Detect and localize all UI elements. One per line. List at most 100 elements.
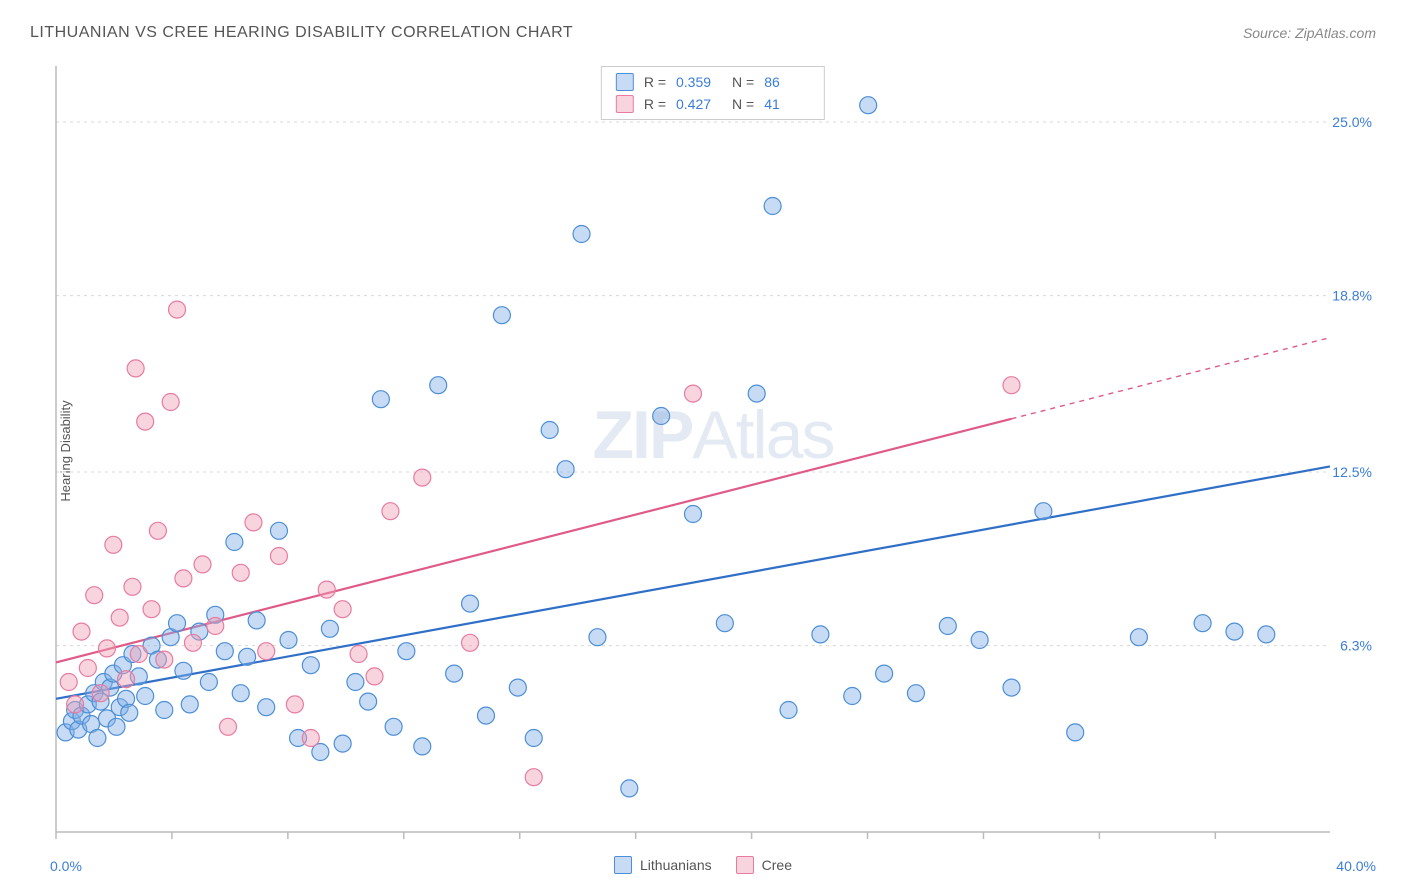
n-label: N = [732,74,754,90]
data-point [493,307,510,324]
data-point [232,564,249,581]
data-point [653,408,670,425]
data-point [79,660,96,677]
data-point [939,618,956,635]
data-point [366,668,383,685]
data-point [127,360,144,377]
data-point [232,685,249,702]
data-point [137,688,154,705]
data-point [302,730,319,747]
data-point [108,718,125,735]
data-point [780,702,797,719]
data-point [89,730,106,747]
data-point [143,601,160,618]
chart-source: Source: ZipAtlas.com [1243,25,1376,41]
data-point [541,422,558,439]
data-point [334,735,351,752]
data-point [156,651,173,668]
data-point [1194,615,1211,632]
r-label: R = [644,96,666,112]
data-point [509,679,526,696]
data-point [844,688,861,705]
data-point [477,707,494,724]
data-point [270,548,287,565]
data-point [685,506,702,523]
data-point [111,609,128,626]
series-swatch [616,73,634,91]
legend: Lithuanians Cree [614,856,792,874]
data-point [589,629,606,646]
data-point [621,780,638,797]
y-tick-label: 18.8% [1332,288,1372,304]
data-point [350,646,367,663]
data-point [1003,679,1020,696]
data-point [121,704,138,721]
data-point [1226,623,1243,640]
data-point [430,377,447,394]
data-point [207,618,224,635]
data-point [226,534,243,551]
stats-row: R = 0.359 N = 86 [616,71,810,93]
data-point [860,97,877,114]
data-point [169,615,186,632]
data-point [137,413,154,430]
chart-area: Hearing Disability 6.3%12.5%18.8%25.0% Z… [50,60,1376,842]
data-point [286,696,303,713]
data-point [557,461,574,478]
data-point [462,634,479,651]
data-point [462,595,479,612]
n-label: N = [732,96,754,112]
data-point [398,643,415,660]
data-point [67,696,84,713]
legend-item: Lithuanians [614,856,712,874]
data-point [907,685,924,702]
data-point [971,632,988,649]
data-point [258,643,275,660]
x-axis-max-label: 40.0% [1336,858,1376,874]
data-point [321,620,338,637]
data-point [184,634,201,651]
r-value: 0.359 [676,74,722,90]
data-point [98,640,115,657]
data-point [156,702,173,719]
data-point [105,536,122,553]
data-point [764,198,781,215]
data-point [258,699,275,716]
trend-line-extrapolated [1012,338,1331,419]
data-point [130,646,147,663]
data-point [360,693,377,710]
n-value: 86 [764,74,810,90]
data-point [60,674,77,691]
data-point [270,522,287,539]
data-point [573,226,590,243]
data-point [385,718,402,735]
y-tick-label: 6.3% [1340,638,1372,654]
legend-item: Cree [736,856,792,874]
data-point [1130,629,1147,646]
legend-label: Cree [762,857,792,873]
data-point [149,522,166,539]
n-value: 41 [764,96,810,112]
data-point [716,615,733,632]
data-point [382,503,399,520]
data-point [1003,377,1020,394]
data-point [525,769,542,786]
legend-swatch [614,856,632,874]
data-point [118,671,135,688]
data-point [200,674,217,691]
data-point [347,674,364,691]
data-point [1258,626,1275,643]
y-tick-label: 12.5% [1332,464,1372,480]
y-tick-label: 25.0% [1332,114,1372,130]
data-point [372,391,389,408]
legend-swatch [736,856,754,874]
stats-row: R = 0.427 N = 41 [616,93,810,115]
data-point [302,657,319,674]
data-point [175,570,192,587]
data-point [216,643,233,660]
data-point [181,696,198,713]
scatter-plot: 6.3% 12.5% 18.8% 25.0% [50,60,1376,842]
data-point [1067,724,1084,741]
data-point [92,685,109,702]
data-point [414,469,431,486]
